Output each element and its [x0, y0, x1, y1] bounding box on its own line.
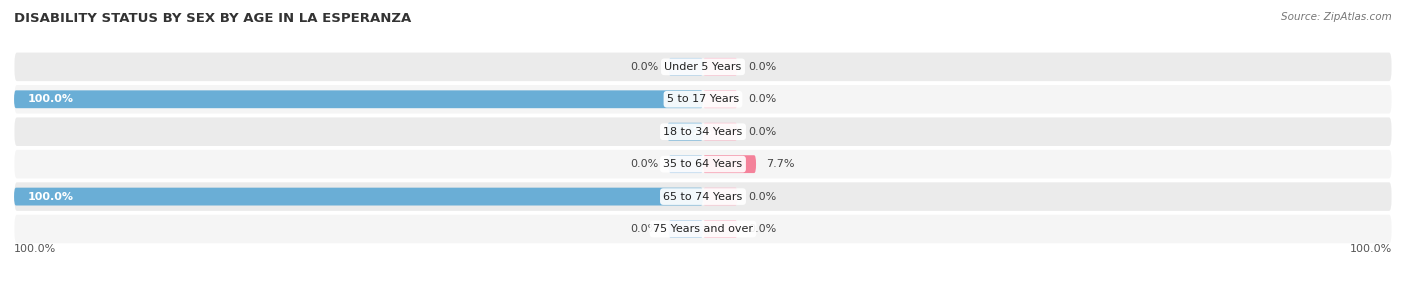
FancyBboxPatch shape — [14, 182, 1392, 211]
FancyBboxPatch shape — [668, 123, 703, 141]
Text: 100.0%: 100.0% — [28, 192, 75, 202]
Text: 0.0%: 0.0% — [748, 94, 776, 104]
FancyBboxPatch shape — [14, 215, 1392, 243]
Text: 75 Years and over: 75 Years and over — [652, 224, 754, 234]
FancyBboxPatch shape — [14, 188, 703, 206]
FancyBboxPatch shape — [14, 85, 1392, 113]
Text: Source: ZipAtlas.com: Source: ZipAtlas.com — [1281, 12, 1392, 22]
Text: 0.0%: 0.0% — [748, 224, 776, 234]
Text: 100.0%: 100.0% — [1350, 244, 1392, 254]
FancyBboxPatch shape — [703, 220, 738, 238]
Text: 0.0%: 0.0% — [748, 192, 776, 202]
Text: 7.7%: 7.7% — [766, 159, 794, 169]
Text: DISABILITY STATUS BY SEX BY AGE IN LA ESPERANZA: DISABILITY STATUS BY SEX BY AGE IN LA ES… — [14, 12, 412, 25]
Text: 100.0%: 100.0% — [14, 244, 56, 254]
Text: 65 to 74 Years: 65 to 74 Years — [664, 192, 742, 202]
Text: 0.0%: 0.0% — [748, 62, 776, 72]
Text: 18 to 34 Years: 18 to 34 Years — [664, 127, 742, 137]
FancyBboxPatch shape — [14, 150, 1392, 178]
Text: 35 to 64 Years: 35 to 64 Years — [664, 159, 742, 169]
FancyBboxPatch shape — [703, 123, 738, 141]
FancyBboxPatch shape — [703, 155, 756, 173]
Text: 5.2%: 5.2% — [681, 127, 711, 137]
Text: 0.0%: 0.0% — [630, 224, 658, 234]
Text: 0.0%: 0.0% — [748, 127, 776, 137]
FancyBboxPatch shape — [669, 155, 703, 173]
FancyBboxPatch shape — [703, 90, 738, 108]
Legend: Male, Female: Male, Female — [638, 303, 768, 305]
FancyBboxPatch shape — [669, 220, 703, 238]
FancyBboxPatch shape — [14, 90, 703, 108]
Text: 100.0%: 100.0% — [28, 94, 75, 104]
FancyBboxPatch shape — [669, 58, 703, 76]
Text: 5 to 17 Years: 5 to 17 Years — [666, 94, 740, 104]
FancyBboxPatch shape — [703, 188, 738, 206]
FancyBboxPatch shape — [703, 58, 738, 76]
Text: Under 5 Years: Under 5 Years — [665, 62, 741, 72]
Text: 0.0%: 0.0% — [630, 62, 658, 72]
FancyBboxPatch shape — [14, 52, 1392, 81]
FancyBboxPatch shape — [14, 117, 1392, 146]
Text: 0.0%: 0.0% — [630, 159, 658, 169]
